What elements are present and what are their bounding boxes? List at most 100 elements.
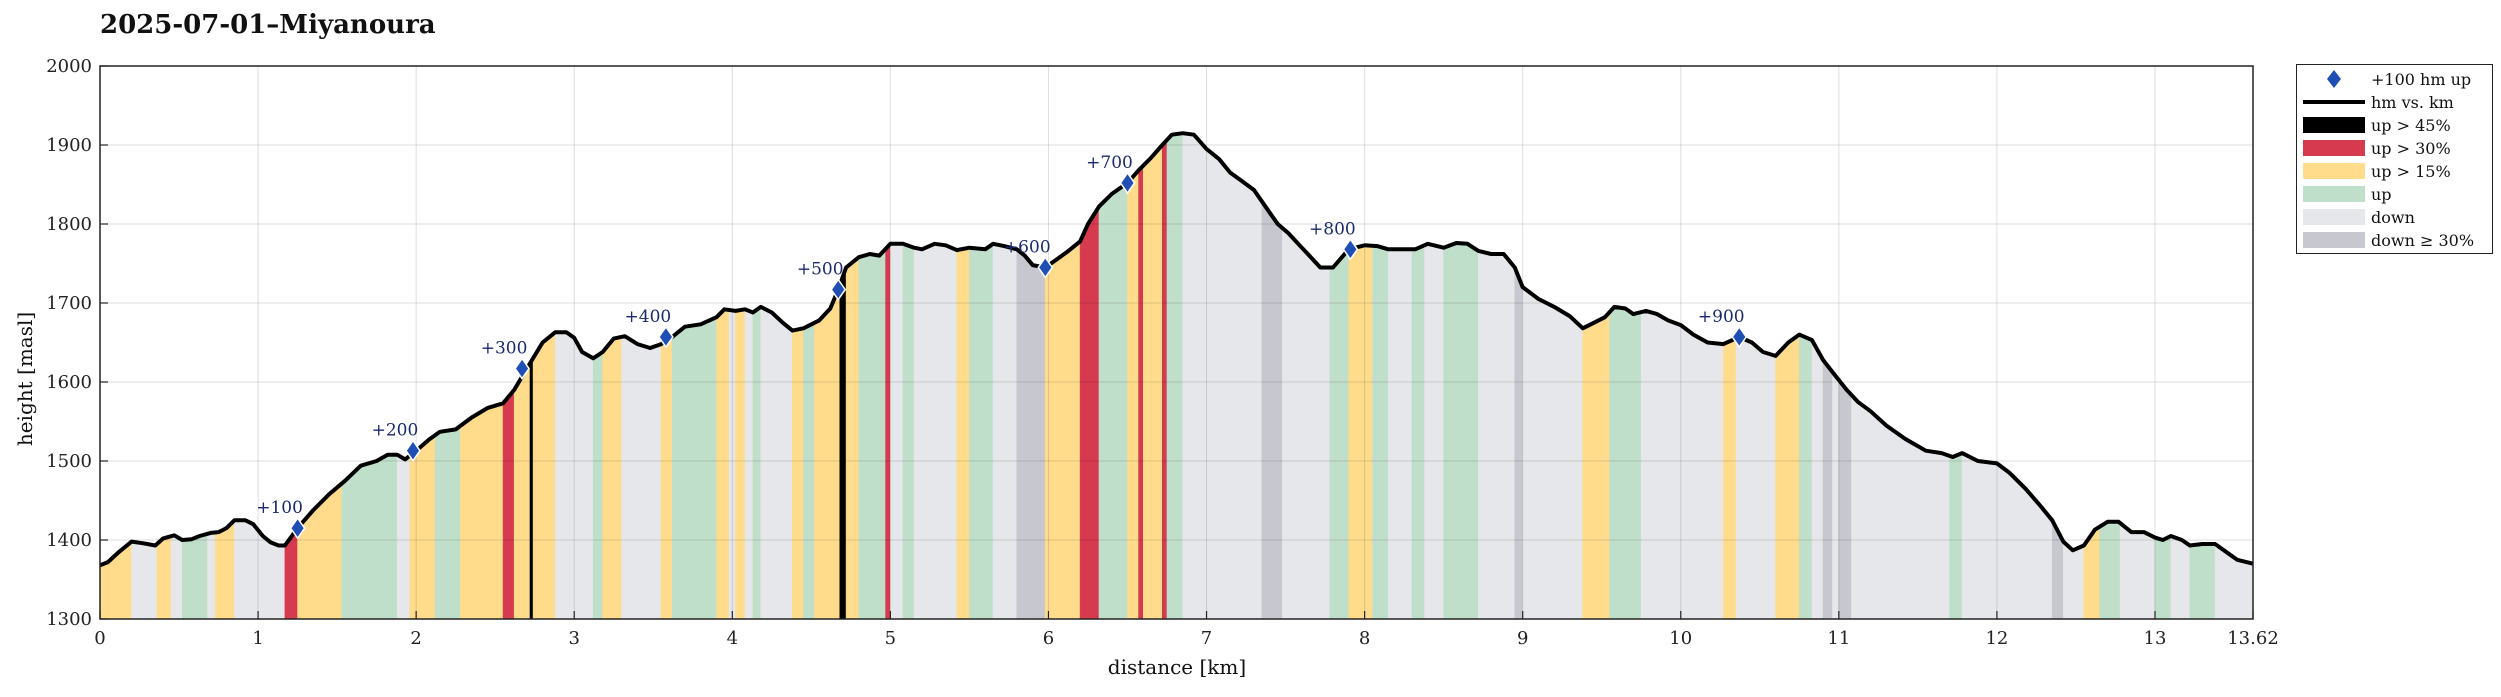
x-tick-label: 11 xyxy=(1827,628,1850,649)
segment-down xyxy=(1182,132,1263,620)
x-tick-label: 2 xyxy=(410,628,421,649)
x-axis-label: distance [km] xyxy=(1108,655,1246,679)
legend-label: up > 15% xyxy=(2371,161,2451,181)
y-tick-label: 1500 xyxy=(46,451,92,472)
segment-up xyxy=(434,425,461,620)
x-tick-label: 6 xyxy=(1043,628,1054,649)
x-tick-label: 8 xyxy=(1359,628,1370,649)
y-tick-label: 1400 xyxy=(46,530,92,551)
segment-down30 xyxy=(1514,267,1523,620)
legend-swatch xyxy=(2303,117,2365,133)
tick-layer: 0 1 2 3 4 5 6 7 8 9 10 11 12 13 13.6213001400150016001… xyxy=(46,56,2279,649)
segment-down xyxy=(1961,452,2053,620)
segment-down xyxy=(1522,286,1584,620)
segment-up xyxy=(671,316,717,620)
segment-up xyxy=(1799,334,1813,620)
legend-line-swatch xyxy=(2303,100,2365,104)
legend-label: up xyxy=(2371,184,2392,204)
hm-marker xyxy=(657,325,674,349)
segment-up45 xyxy=(529,356,534,620)
segment-up15 xyxy=(814,284,841,620)
segment-up15 xyxy=(845,256,860,620)
segment-down xyxy=(2063,540,2085,620)
segment-down xyxy=(1735,336,1776,620)
segment-up xyxy=(902,243,915,620)
hm-marker xyxy=(405,439,421,463)
segment-up30 xyxy=(1162,139,1168,620)
segment-up15 xyxy=(716,308,730,620)
legend-swatch xyxy=(2303,232,2365,248)
x-tick-label: 0 xyxy=(94,628,105,649)
segment-up15 xyxy=(156,535,172,620)
segment-up30 xyxy=(1079,205,1100,620)
segment-down xyxy=(1490,253,1516,620)
segment-up15 xyxy=(660,336,673,620)
legend-item-up30: up > 30% xyxy=(2303,137,2451,159)
segment-up15 xyxy=(513,362,531,620)
axes-layer xyxy=(99,65,2254,620)
segment-down xyxy=(170,534,183,620)
segment-up15 xyxy=(735,308,746,620)
segment-down xyxy=(621,335,662,620)
plot-frame xyxy=(99,65,2254,620)
hm-marker xyxy=(1731,325,1748,349)
segment-up xyxy=(2189,543,2216,620)
y-tick-label: 2000 xyxy=(46,56,92,77)
legend-item-up15: up > 15% xyxy=(2303,160,2451,182)
segment-up15 xyxy=(532,331,556,620)
legend: +100 hm up hm vs. km up > 45% up > 30% up > … xyxy=(2296,64,2493,254)
x-tick-label: 5 xyxy=(885,628,896,649)
legend-item-down30: down ≥ 30% xyxy=(2303,229,2474,251)
hm-marker-label: +200 xyxy=(372,421,419,441)
legend-item-up: up xyxy=(2303,183,2392,205)
segment-up15 xyxy=(1723,337,1737,620)
legend-item-down: down xyxy=(2303,206,2415,228)
segment-up xyxy=(1443,242,1460,620)
segment-up xyxy=(360,454,398,620)
segment-up xyxy=(969,243,994,620)
hm-marker-label: +900 xyxy=(1698,307,1745,327)
segment-down xyxy=(131,541,158,620)
hm-marker xyxy=(1342,237,1359,261)
segment-up xyxy=(803,322,815,620)
segment-up15 xyxy=(1127,169,1139,620)
x-tick-label: 13.62 xyxy=(2227,628,2279,649)
segment-up xyxy=(1625,307,1642,620)
x-tick-label: 7 xyxy=(1201,628,1212,649)
segment-up30 xyxy=(1138,164,1144,620)
hm-marker-label: +100 xyxy=(256,498,303,518)
segment-up xyxy=(1329,248,1350,620)
y-tick-label: 1300 xyxy=(46,609,92,630)
segment-down xyxy=(744,308,754,620)
chart-title: 2025-07-01–Miyanoura xyxy=(100,10,436,40)
y-axis-label: height [masl] xyxy=(13,312,37,446)
segment-up xyxy=(181,533,208,620)
legend-swatch xyxy=(2303,140,2365,156)
segment-up xyxy=(1098,182,1128,620)
legend-swatch xyxy=(2303,209,2365,225)
segment-down xyxy=(1388,249,1413,620)
legend-swatch xyxy=(2303,163,2365,179)
segment-down xyxy=(396,454,411,620)
segment-up xyxy=(2154,535,2172,620)
legend-label: down xyxy=(2371,207,2415,227)
segment-down xyxy=(913,243,958,620)
legend-label: down ≥ 30% xyxy=(2371,230,2475,250)
y-tick-label: 1900 xyxy=(46,135,92,156)
segment-up xyxy=(858,248,886,620)
segment-down30 xyxy=(1838,379,1852,620)
legend-label: up > 45% xyxy=(2371,115,2451,135)
line-layer xyxy=(99,131,2254,568)
hm-marker-label: +800 xyxy=(1309,219,1356,239)
legend-swatch xyxy=(2303,186,2365,202)
segment-down xyxy=(1640,310,1724,620)
hm-marker-label: +600 xyxy=(1004,237,1051,257)
segment-up xyxy=(341,464,362,620)
segment-up15 xyxy=(215,519,235,620)
segment-up xyxy=(1609,306,1626,620)
segment-up15 xyxy=(460,402,504,620)
segment-down xyxy=(207,532,216,620)
segment-up15 xyxy=(1348,244,1373,620)
marker-layer: +100 +200 +300 +400 +500 +600 +700 +800 +900 xyxy=(256,153,1748,540)
segment-down xyxy=(1282,227,1331,620)
